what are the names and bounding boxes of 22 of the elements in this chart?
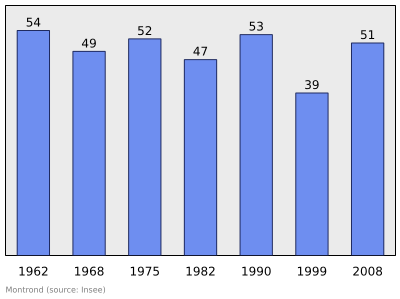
data-label: 54 (26, 16, 42, 30)
data-label: 51 (360, 28, 376, 42)
x-tick-label: 2008 (352, 264, 383, 278)
data-label: 49 (81, 36, 97, 50)
data-label: 39 (304, 78, 320, 92)
bar (350, 42, 384, 256)
x-tick-label: 1962 (18, 264, 49, 278)
bar (72, 50, 106, 256)
bar (295, 92, 329, 256)
text: Montrond (source: Insee) (6, 286, 106, 294)
bar (16, 30, 50, 256)
x-tick-label: 1990 (240, 264, 272, 278)
bar (128, 38, 162, 256)
x-tick-label: 1999 (296, 264, 328, 278)
x-tick-label: 1975 (130, 264, 160, 278)
data-label: 53 (248, 20, 264, 34)
x-tick-label: 1968 (74, 264, 104, 278)
data-label: 52 (137, 24, 152, 38)
bar (240, 34, 273, 256)
data-label: 47 (192, 44, 208, 59)
x-tick-label: 1982 (185, 264, 216, 278)
bar (184, 59, 218, 256)
